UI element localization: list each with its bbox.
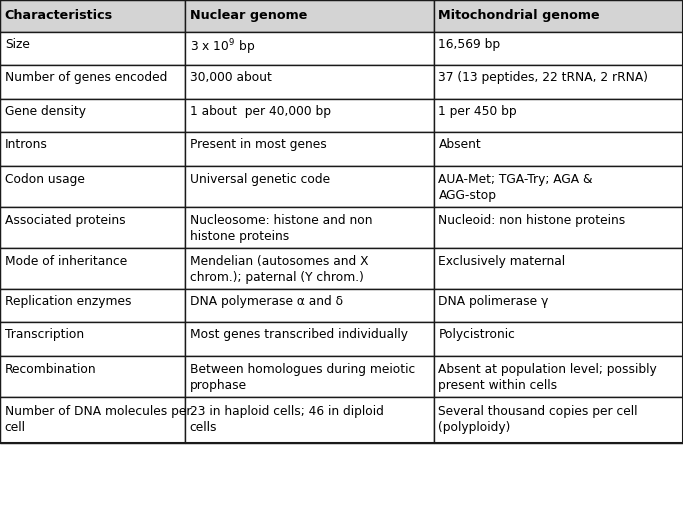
Bar — [434, 65, 683, 99]
Text: Introns: Introns — [5, 138, 48, 151]
Text: 1 about  per 40,000 bp: 1 about per 40,000 bp — [190, 105, 331, 118]
Bar — [185, 0, 434, 32]
Text: 30,000 about: 30,000 about — [190, 71, 272, 84]
Bar — [185, 32, 434, 65]
Text: Mitochondrial genome: Mitochondrial genome — [438, 9, 600, 23]
Text: Number of DNA molecules per
cell: Number of DNA molecules per cell — [5, 405, 191, 434]
Text: Codon usage: Codon usage — [5, 173, 85, 186]
Bar — [185, 166, 434, 207]
Bar — [185, 65, 434, 99]
Bar — [185, 99, 434, 132]
Text: Mendelian (autosomes and X
chrom.); paternal (Y chrom.): Mendelian (autosomes and X chrom.); pate… — [190, 255, 368, 284]
Text: 37 (13 peptides, 22 tRNA, 2 rRNA): 37 (13 peptides, 22 tRNA, 2 rRNA) — [438, 71, 648, 84]
Text: Most genes transcribed individually: Most genes transcribed individually — [190, 328, 408, 341]
Text: Mode of inheritance: Mode of inheritance — [5, 255, 127, 268]
Bar — [434, 99, 683, 132]
Bar — [0, 248, 185, 289]
Bar — [434, 0, 683, 32]
Text: 16,569 bp: 16,569 bp — [438, 38, 501, 51]
Text: Present in most genes: Present in most genes — [190, 138, 326, 151]
Text: Polycistronic: Polycistronic — [438, 328, 516, 341]
Text: Absent at population level; possibly
present within cells: Absent at population level; possibly pre… — [438, 363, 657, 392]
Bar — [185, 132, 434, 166]
Text: Replication enzymes: Replication enzymes — [5, 295, 131, 308]
Bar — [434, 248, 683, 289]
Bar — [0, 0, 185, 32]
Bar — [185, 289, 434, 322]
Text: Recombination: Recombination — [5, 363, 96, 376]
Text: Universal genetic code: Universal genetic code — [190, 173, 330, 186]
Text: DNA polimerase γ: DNA polimerase γ — [438, 295, 549, 308]
Text: Absent: Absent — [438, 138, 482, 151]
Bar — [0, 207, 185, 248]
Bar — [0, 397, 185, 443]
Bar — [0, 289, 185, 322]
Bar — [185, 322, 434, 356]
Bar — [434, 132, 683, 166]
Bar — [434, 289, 683, 322]
Text: Several thousand copies per cell
(polyploidy): Several thousand copies per cell (polypl… — [438, 405, 638, 434]
Text: Transcription: Transcription — [5, 328, 84, 341]
Bar — [185, 207, 434, 248]
Text: Size: Size — [5, 38, 29, 51]
Bar — [0, 0, 683, 443]
Text: 1 per 450 bp: 1 per 450 bp — [438, 105, 517, 118]
Bar — [434, 322, 683, 356]
Bar — [0, 132, 185, 166]
Bar — [0, 65, 185, 99]
Text: 3 x 10$^9$ bp: 3 x 10$^9$ bp — [190, 38, 255, 58]
Bar — [434, 32, 683, 65]
Text: Nucleosome: histone and non
histone proteins: Nucleosome: histone and non histone prot… — [190, 214, 372, 243]
Bar — [0, 166, 185, 207]
Bar — [434, 207, 683, 248]
Text: Exclusively maternal: Exclusively maternal — [438, 255, 566, 268]
Bar — [434, 356, 683, 397]
Text: Number of genes encoded: Number of genes encoded — [5, 71, 167, 84]
Text: Between homologues during meiotic
prophase: Between homologues during meiotic propha… — [190, 363, 415, 392]
Bar — [185, 397, 434, 443]
Text: DNA polymerase α and δ: DNA polymerase α and δ — [190, 295, 343, 308]
Bar — [0, 99, 185, 132]
Text: Associated proteins: Associated proteins — [5, 214, 126, 227]
Bar — [185, 356, 434, 397]
Bar — [185, 248, 434, 289]
Bar — [0, 32, 185, 65]
Text: Nucleoid: non histone proteins: Nucleoid: non histone proteins — [438, 214, 626, 227]
Bar — [434, 397, 683, 443]
Bar — [434, 166, 683, 207]
Text: Gene density: Gene density — [5, 105, 86, 118]
Text: Characteristics: Characteristics — [5, 9, 113, 23]
Text: Nuclear genome: Nuclear genome — [190, 9, 307, 23]
Bar — [0, 322, 185, 356]
Text: AUA-Met; TGA-Try; AGA &
AGG-stop: AUA-Met; TGA-Try; AGA & AGG-stop — [438, 173, 593, 202]
Text: 23 in haploid cells; 46 in diploid
cells: 23 in haploid cells; 46 in diploid cells — [190, 405, 384, 434]
Bar — [0, 356, 185, 397]
